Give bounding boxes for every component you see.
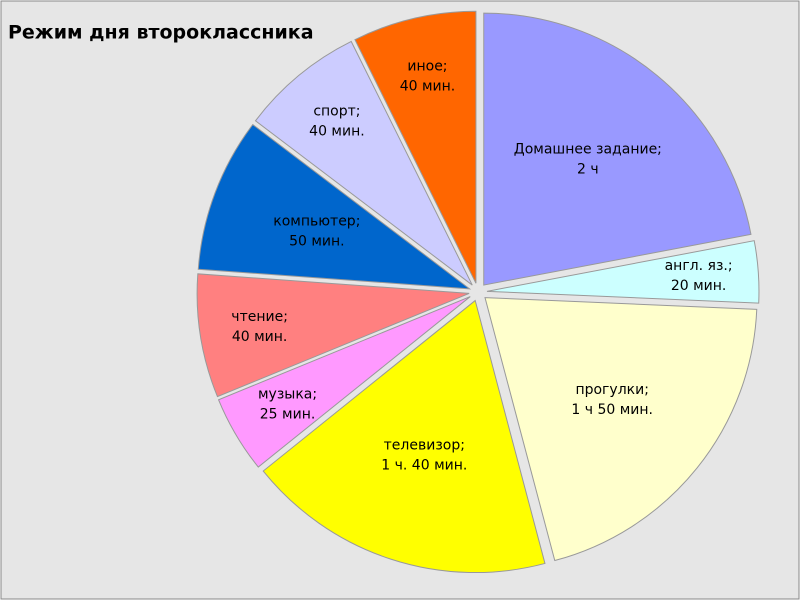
slice-value-label: 2 ч [577, 161, 599, 177]
pie-slice [196, 273, 470, 398]
slice-value-label: 1 ч 50 мин. [571, 402, 653, 418]
pie-slice [486, 240, 760, 304]
pie-slice [217, 296, 471, 468]
slice-value-label: 50 мин. [289, 233, 345, 249]
slice-label: Домашнее задание; [514, 141, 662, 157]
slice-value-label: 20 мин. [671, 278, 727, 294]
slice-label: компьютер; [273, 213, 360, 229]
slice-label: чтение; [231, 309, 288, 325]
slice-value-label: 25 мин. [260, 406, 316, 422]
pie-slice [262, 299, 546, 574]
pie-slice [354, 10, 477, 284]
slice-value-label: 40 мин. [232, 329, 288, 345]
slice-label: телевизор; [384, 438, 465, 454]
slice-label: англ. яз.; [665, 258, 733, 274]
slice-label: спорт; [313, 104, 360, 120]
pie-slice [483, 12, 752, 286]
pie-slice [197, 123, 472, 290]
pie-slice [484, 297, 758, 562]
slice-label: иное; [407, 59, 447, 75]
slice-value-label: 40 мин. [400, 79, 456, 95]
slice-label: музыка; [258, 386, 317, 402]
chart-title: Режим дня второклассника [8, 22, 314, 44]
slice-label: прогулки; [575, 382, 648, 398]
slice-value-label: 1 ч. 40 мин. [381, 458, 467, 474]
pie-slice [254, 40, 473, 286]
slice-value-label: 40 мин. [309, 124, 365, 140]
